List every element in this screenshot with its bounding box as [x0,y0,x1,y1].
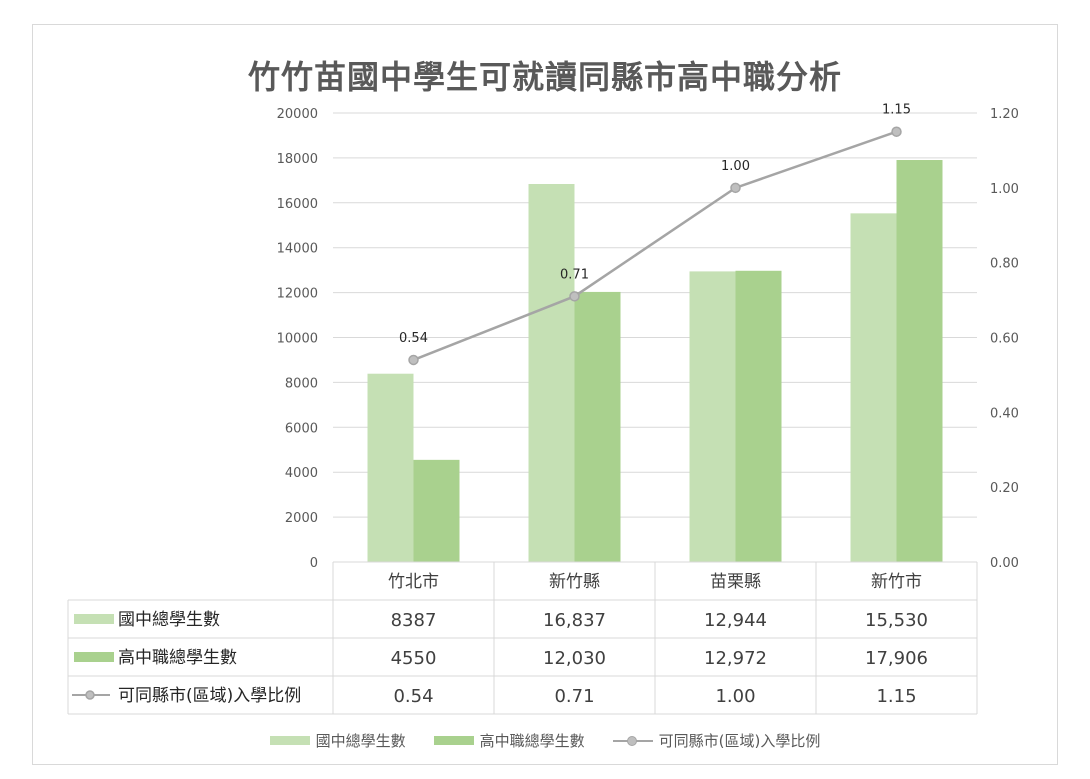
data-label: 1.15 [882,103,911,118]
y-left-tick-label: 14000 [277,242,318,257]
table-cell: 12,972 [704,648,767,669]
bar [413,459,460,562]
y-right-tick-label: 1.20 [990,107,1019,122]
line-point [891,126,902,137]
y-right-tick-label: 1.00 [990,182,1019,197]
legend-item-junior-high: 國中總學生數 [269,730,406,751]
table-cell: 0.54 [393,686,433,707]
legend-swatch-ratio [612,735,653,747]
table-row-label: 國中總學生數 [118,610,220,630]
legend-label-ratio: 可同縣市(區域)入學比例 [658,732,821,750]
chart-title: 竹竹苗國中學生可就讀同縣市高中職分析 [247,58,842,96]
x-tick-label: 苗栗縣 [710,572,761,592]
y-left-tick-label: 12000 [277,287,318,302]
legend-swatch-senior-high [433,736,474,745]
y-left-tick-label: 10000 [277,332,318,347]
x-tick-label: 竹北市 [388,572,439,592]
data-label: 0.54 [399,331,428,346]
x-tick-label: 新竹市 [871,572,922,592]
y-left-tick-label: 2000 [285,511,318,526]
line-point [408,354,419,366]
line-point [569,291,580,302]
x-tick-label: 新竹縣 [549,572,600,592]
y-left-tick-label: 0 [310,556,318,571]
legend-label-senior-high: 高中職總學生數 [479,732,585,750]
y-left-tick-label: 16000 [277,197,318,212]
table-cell: 4550 [391,648,437,669]
legend-label-junior-high: 國中總學生數 [315,732,406,750]
table-row-label: 可同縣市(區域)入學比例 [118,686,301,706]
y-right-tick-label: 0.80 [990,257,1019,272]
line-point [730,182,741,194]
bar [574,291,621,562]
table-cell: 1.00 [715,686,755,707]
table-cell: 0.71 [554,686,594,707]
table-cell: 16,837 [543,610,606,631]
y-right-tick-label: 0.60 [990,332,1019,347]
bar [896,160,943,562]
y-left-tick-label: 20000 [277,107,318,122]
legend: 國中總學生數 高中職總學生數 可同縣市(區域)入學比例 [0,730,1090,751]
y-left-tick-label: 8000 [285,376,318,391]
legend-swatch-junior-high [269,736,310,745]
table-cell: 17,906 [865,648,928,669]
data-label: 1.00 [721,159,750,174]
y-left-tick-label: 6000 [285,421,318,436]
table-cell: 1.15 [876,686,916,707]
y-left-tick-label: 4000 [285,466,318,481]
table-cell: 12,030 [543,648,606,669]
bar [528,184,575,563]
table-cell: 15,530 [865,610,928,631]
legend-item-ratio: 可同縣市(區域)入學比例 [612,730,821,751]
table-cell: 12,944 [704,610,767,631]
table-row-swatch [74,652,114,662]
bar [850,213,897,562]
table-row-label: 高中職總學生數 [118,648,237,668]
y-right-tick-label: 0.40 [990,406,1019,421]
bar [689,271,736,562]
bar [735,270,782,562]
legend-item-senior-high: 高中職總學生數 [433,730,585,751]
y-left-tick-label: 18000 [277,152,318,167]
table-row-swatch [74,614,114,624]
table-row-swatch [85,690,95,700]
y-right-tick-label: 0.20 [990,481,1019,496]
y-right-tick-label: 0.00 [990,556,1019,571]
table-cell: 8387 [391,610,437,631]
series-line [413,130,897,362]
data-label: 0.71 [560,267,589,282]
bar [367,373,414,562]
